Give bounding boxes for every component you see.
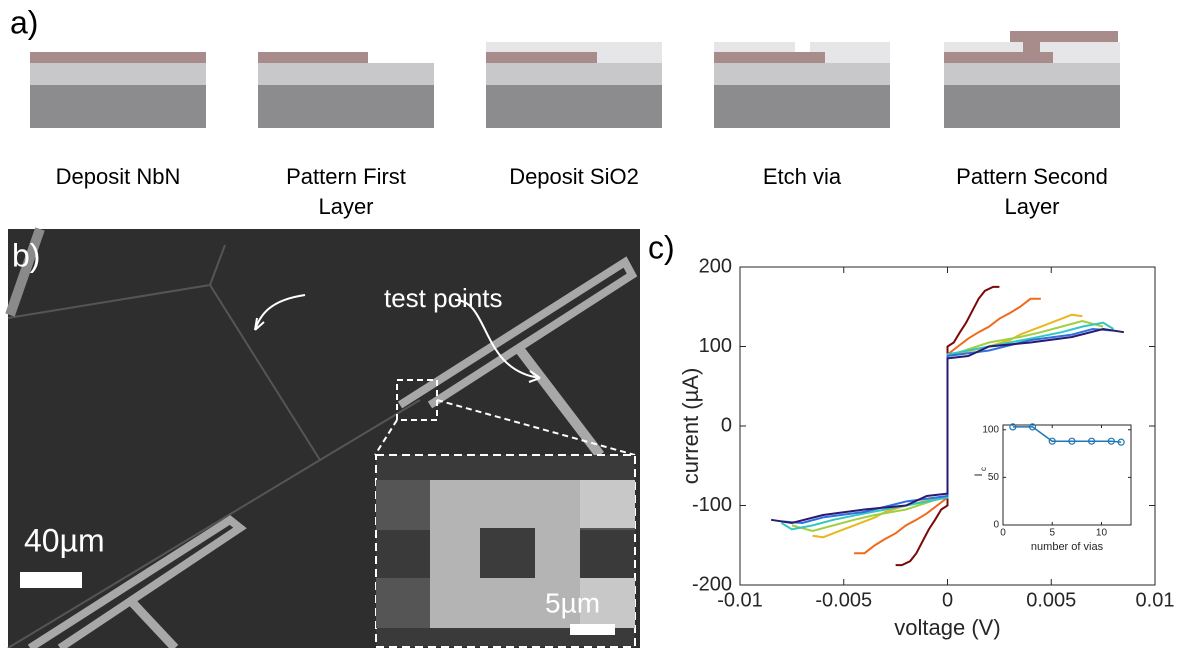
y-tick-label: 0 bbox=[993, 520, 999, 531]
x-tick-label: 0.005 bbox=[1026, 589, 1076, 611]
x-tick-label: -0.01 bbox=[717, 589, 763, 611]
step-label: Etch via bbox=[763, 164, 842, 189]
sem-image bbox=[8, 229, 640, 648]
step-label: Deposit NbN bbox=[56, 164, 181, 189]
x-tick-label: 0.01 bbox=[1136, 589, 1175, 611]
step-label: Deposit SiO2 bbox=[509, 164, 639, 189]
panel-label: b) bbox=[12, 237, 40, 273]
panel-label: c) bbox=[648, 229, 675, 265]
step-4 bbox=[714, 42, 890, 128]
y-axis-label: current (µA) bbox=[678, 368, 703, 485]
figure: a) bbox=[0, 0, 1181, 648]
y-tick-label: -100 bbox=[692, 494, 732, 516]
step-label: Pattern Second bbox=[956, 164, 1108, 189]
step-3 bbox=[486, 42, 662, 128]
panel-label: a) bbox=[10, 4, 38, 40]
y-tick-label: 200 bbox=[699, 255, 732, 277]
y-axis-label: I bbox=[973, 473, 985, 476]
step-5 bbox=[944, 31, 1120, 128]
step-labels: Deposit NbN Pattern First Layer Deposit SiO… bbox=[56, 164, 1108, 219]
y-axis-label-subscript: c bbox=[979, 467, 988, 471]
step-label: Pattern First bbox=[286, 164, 406, 189]
x-axis-label: number of vias bbox=[1031, 541, 1104, 553]
y-tick-label: 100 bbox=[982, 424, 999, 435]
x-tick-label: 10 bbox=[1096, 528, 1108, 539]
step-1 bbox=[30, 52, 206, 128]
annotation: test points bbox=[384, 283, 503, 313]
x-axis-label: voltage (V) bbox=[894, 615, 1000, 640]
step-label: Layer bbox=[1004, 194, 1059, 219]
process-diagrams bbox=[30, 31, 1120, 128]
y-tick-label: 0 bbox=[721, 414, 732, 436]
x-tick-label: 0 bbox=[1000, 528, 1006, 539]
x-tick-label: -0.005 bbox=[815, 589, 872, 611]
y-tick-label: 100 bbox=[699, 335, 732, 357]
x-tick-label: 5 bbox=[1049, 528, 1055, 539]
step-label: Layer bbox=[318, 194, 373, 219]
y-tick-label: 50 bbox=[988, 472, 1000, 483]
scale-bar-label: 40µm bbox=[24, 522, 105, 558]
x-tick-label: 0 bbox=[942, 589, 953, 611]
step-2 bbox=[258, 52, 434, 128]
scale-bar-label: 5µm bbox=[545, 587, 600, 618]
plot-area bbox=[1003, 425, 1131, 525]
